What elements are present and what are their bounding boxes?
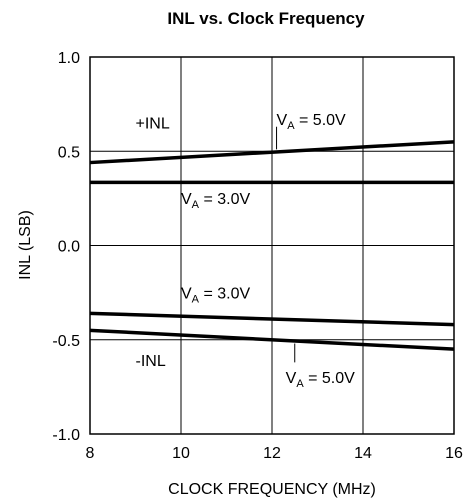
tick-labels: 8 10 12 14 16 1.0 0.5 0.0 -0.5 -1.0 <box>52 50 463 462</box>
chart-title: INL vs. Clock Frequency <box>167 9 365 28</box>
annotation-label: VA = 3.0V <box>181 191 250 211</box>
x-tick-label: 10 <box>172 445 190 462</box>
x-tick-label: 16 <box>445 445 463 462</box>
annotation-label: VA = 5.0V <box>286 370 355 390</box>
y-tick-label: 0.0 <box>58 239 80 256</box>
annotation-label: -INL <box>136 353 166 370</box>
series-line <box>89 140 455 165</box>
annotation-label: VA = 5.0V <box>277 112 346 132</box>
data-series <box>89 140 455 351</box>
y-tick-label: 1.0 <box>58 50 80 67</box>
x-axis-label: CLOCK FREQUENCY (MHz) <box>168 481 376 498</box>
y-tick-label: 0.5 <box>58 144 80 161</box>
x-tick-label: 14 <box>354 445 372 462</box>
y-tick-label: -1.0 <box>52 427 80 444</box>
x-tick-label: 12 <box>263 445 281 462</box>
annotation-label: +INL <box>136 116 170 133</box>
leader-lines <box>271 126 296 363</box>
annotations: +INL VA = 5.0V VA = 3.0V VA = 3.0V -INL VA = … <box>136 112 356 390</box>
series-line <box>89 328 455 351</box>
y-tick-label: -0.5 <box>52 333 80 350</box>
series-line <box>89 311 455 327</box>
x-tick-label: 8 <box>86 445 95 462</box>
y-axis-label: INL (LSB) <box>17 210 34 280</box>
annotation-label: VA = 3.0V <box>181 285 250 305</box>
